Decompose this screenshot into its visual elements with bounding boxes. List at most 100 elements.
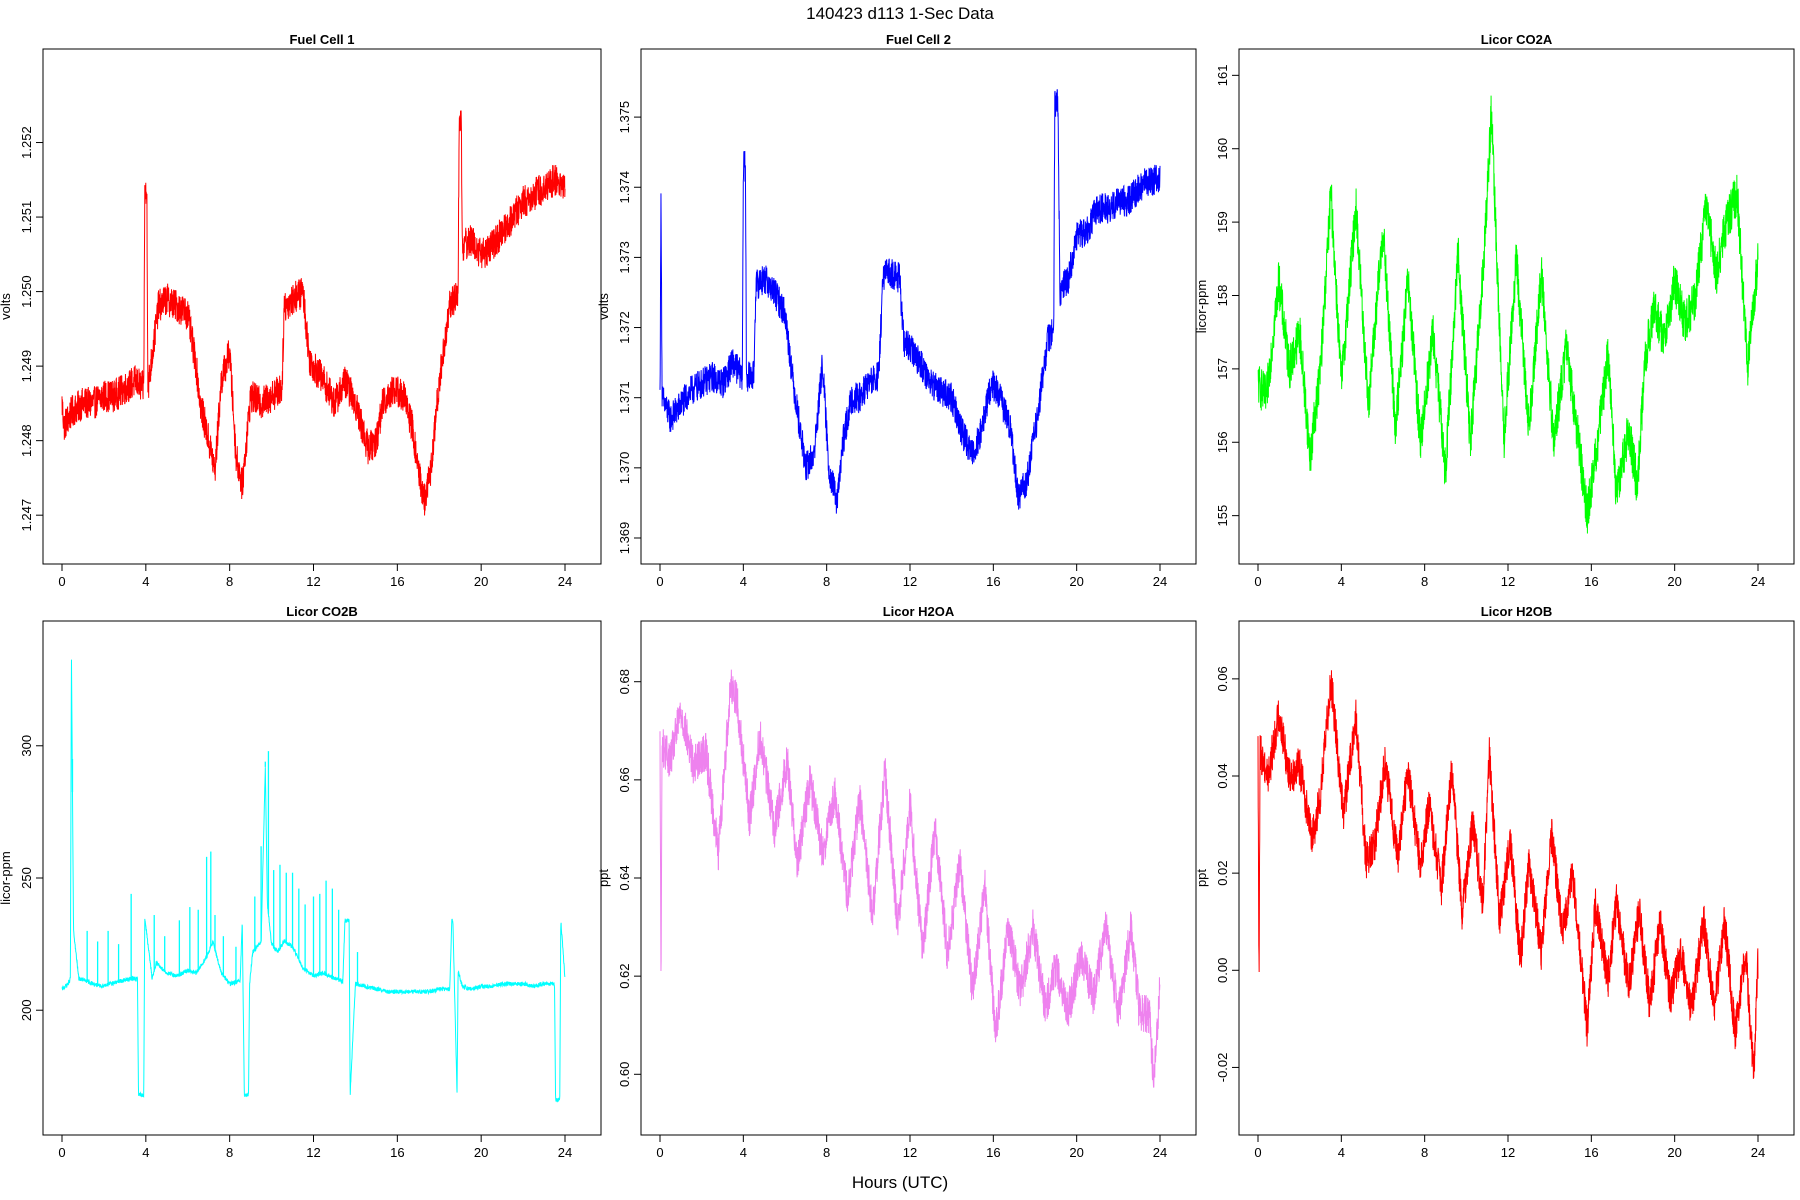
chart-panel: Licor H2OB ppt 0 4 8 12 16 20 24 -0.02 0.00 0.02 0.0… bbox=[1194, 604, 1795, 1160]
plot-frame bbox=[1238, 48, 1795, 565]
x-tick-label: 4 bbox=[1338, 574, 1345, 589]
series-line bbox=[61, 110, 566, 516]
x-tick-label: 16 bbox=[390, 1145, 404, 1160]
x-tick-label: 16 bbox=[986, 1145, 1000, 1160]
x-tick-label: 12 bbox=[903, 1145, 917, 1160]
series-line bbox=[659, 89, 1161, 514]
x-tick-label: 16 bbox=[986, 574, 1000, 589]
y-axis-label: volts bbox=[596, 293, 611, 320]
y-tick-label: 1.372 bbox=[617, 311, 632, 344]
x-tick-label: 0 bbox=[1254, 574, 1261, 589]
y-tick-label: 1.371 bbox=[617, 381, 632, 414]
x-tick-label: 0 bbox=[1254, 1145, 1261, 1160]
y-tick-label: 158 bbox=[1215, 285, 1230, 307]
plot-frame bbox=[1238, 620, 1795, 1136]
x-tick-label: 12 bbox=[903, 574, 917, 589]
x-tick-label: 0 bbox=[656, 574, 663, 589]
chart-panels: Fuel Cell 1 volts 0 4 8 12 16 20 24 1.247 1.248 1.2… bbox=[0, 32, 1795, 1160]
x-tick-label: 16 bbox=[1584, 1145, 1598, 1160]
plot-frame bbox=[42, 48, 602, 565]
y-tick-label: 0.02 bbox=[1215, 860, 1230, 885]
plot-frame bbox=[42, 620, 602, 1136]
y-tick-label: 1.247 bbox=[19, 499, 34, 532]
y-tick-label: 0.04 bbox=[1215, 763, 1230, 788]
y-tick-label: 250 bbox=[19, 867, 34, 889]
y-axis-label: ppt bbox=[1194, 869, 1209, 887]
x-tick-label: 20 bbox=[474, 574, 488, 589]
chart-panel: Fuel Cell 1 volts 0 4 8 12 16 20 24 1.247 1.248 1.2… bbox=[0, 32, 602, 589]
x-tick-label: 4 bbox=[142, 574, 149, 589]
x-tick-label: 12 bbox=[1501, 1145, 1515, 1160]
y-tick-label: 1.251 bbox=[19, 201, 34, 234]
x-tick-label: 0 bbox=[656, 1145, 663, 1160]
y-tick-label: 1.373 bbox=[617, 241, 632, 274]
x-tick-label: 4 bbox=[740, 1145, 747, 1160]
chart-panel: Licor CO2A licor-ppm 0 4 8 12 16 20 24 155 156 157 1… bbox=[1194, 32, 1795, 589]
x-tick-label: 4 bbox=[740, 574, 747, 589]
y-tick-label: 300 bbox=[19, 735, 34, 757]
y-tick-label: 0.64 bbox=[617, 865, 632, 890]
y-tick-label: 155 bbox=[1215, 505, 1230, 527]
x-tick-label: 20 bbox=[1069, 574, 1083, 589]
y-tick-label: 1.374 bbox=[617, 171, 632, 204]
plot-frame bbox=[640, 620, 1197, 1136]
x-tick-label: 8 bbox=[1421, 1145, 1428, 1160]
y-axis-label: licor-ppm bbox=[1194, 280, 1209, 333]
x-tick-label: 24 bbox=[1751, 574, 1765, 589]
y-tick-label: 160 bbox=[1215, 138, 1230, 160]
x-tick-label: 24 bbox=[558, 574, 572, 589]
y-tick-label: 1.370 bbox=[617, 452, 632, 485]
x-tick-label: 12 bbox=[306, 574, 320, 589]
chart-panel: Fuel Cell 2 volts 0 4 8 12 16 20 24 1.369 1.370 1.3… bbox=[596, 32, 1197, 589]
y-tick-label: 0.66 bbox=[617, 767, 632, 792]
y-tick-label: 0.68 bbox=[617, 669, 632, 694]
y-tick-label: 156 bbox=[1215, 431, 1230, 453]
y-tick-label: 1.250 bbox=[19, 275, 34, 308]
x-tick-label: 24 bbox=[558, 1145, 572, 1160]
x-tick-label: 24 bbox=[1153, 1145, 1167, 1160]
y-tick-label: 157 bbox=[1215, 358, 1230, 380]
x-tick-label: 0 bbox=[58, 1145, 65, 1160]
x-tick-label: 16 bbox=[390, 574, 404, 589]
y-axis-label: ppt bbox=[596, 869, 611, 887]
panel-title: Licor CO2A bbox=[1481, 32, 1553, 47]
y-tick-label: 200 bbox=[19, 999, 34, 1021]
y-tick-label: -0.02 bbox=[1215, 1053, 1230, 1083]
y-axis-label: licor-ppm bbox=[0, 851, 13, 904]
x-tick-label: 24 bbox=[1751, 1145, 1765, 1160]
y-tick-label: 1.252 bbox=[19, 126, 34, 159]
x-tick-label: 8 bbox=[823, 574, 830, 589]
y-tick-label: 0.60 bbox=[617, 1062, 632, 1087]
chart-panel: Licor H2OA ppt 0 4 8 12 16 20 24 0.60 0.62 0.64 0.66… bbox=[596, 604, 1197, 1160]
y-tick-label: 1.249 bbox=[19, 350, 34, 383]
x-tick-label: 4 bbox=[142, 1145, 149, 1160]
y-tick-label: 159 bbox=[1215, 211, 1230, 233]
x-tick-label: 8 bbox=[1421, 574, 1428, 589]
y-tick-label: 0.00 bbox=[1215, 958, 1230, 983]
x-tick-label: 12 bbox=[1501, 574, 1515, 589]
x-tick-label: 20 bbox=[1667, 1145, 1681, 1160]
panel-title: Licor H2OB bbox=[1481, 604, 1553, 619]
x-tick-label: 8 bbox=[226, 1145, 233, 1160]
x-tick-label: 20 bbox=[1667, 574, 1681, 589]
series-line bbox=[1257, 670, 1759, 1079]
x-tick-label: 16 bbox=[1584, 574, 1598, 589]
figure-x-axis-label: Hours (UTC) bbox=[852, 1173, 948, 1192]
panel-title: Licor H2OA bbox=[883, 604, 955, 619]
panel-title: Fuel Cell 2 bbox=[886, 32, 951, 47]
y-tick-label: 0.62 bbox=[617, 963, 632, 988]
series-line bbox=[1257, 95, 1759, 534]
panel-title: Fuel Cell 1 bbox=[289, 32, 354, 47]
plot-frame bbox=[640, 48, 1197, 565]
y-tick-label: 161 bbox=[1215, 64, 1230, 86]
x-tick-label: 8 bbox=[226, 574, 233, 589]
panel-title: Licor CO2B bbox=[286, 604, 358, 619]
x-tick-label: 0 bbox=[58, 574, 65, 589]
x-tick-label: 8 bbox=[823, 1145, 830, 1160]
x-tick-label: 24 bbox=[1153, 574, 1167, 589]
x-tick-label: 20 bbox=[474, 1145, 488, 1160]
y-axis-label: volts bbox=[0, 293, 13, 320]
series-line bbox=[61, 659, 566, 1103]
x-tick-label: 20 bbox=[1069, 1145, 1083, 1160]
